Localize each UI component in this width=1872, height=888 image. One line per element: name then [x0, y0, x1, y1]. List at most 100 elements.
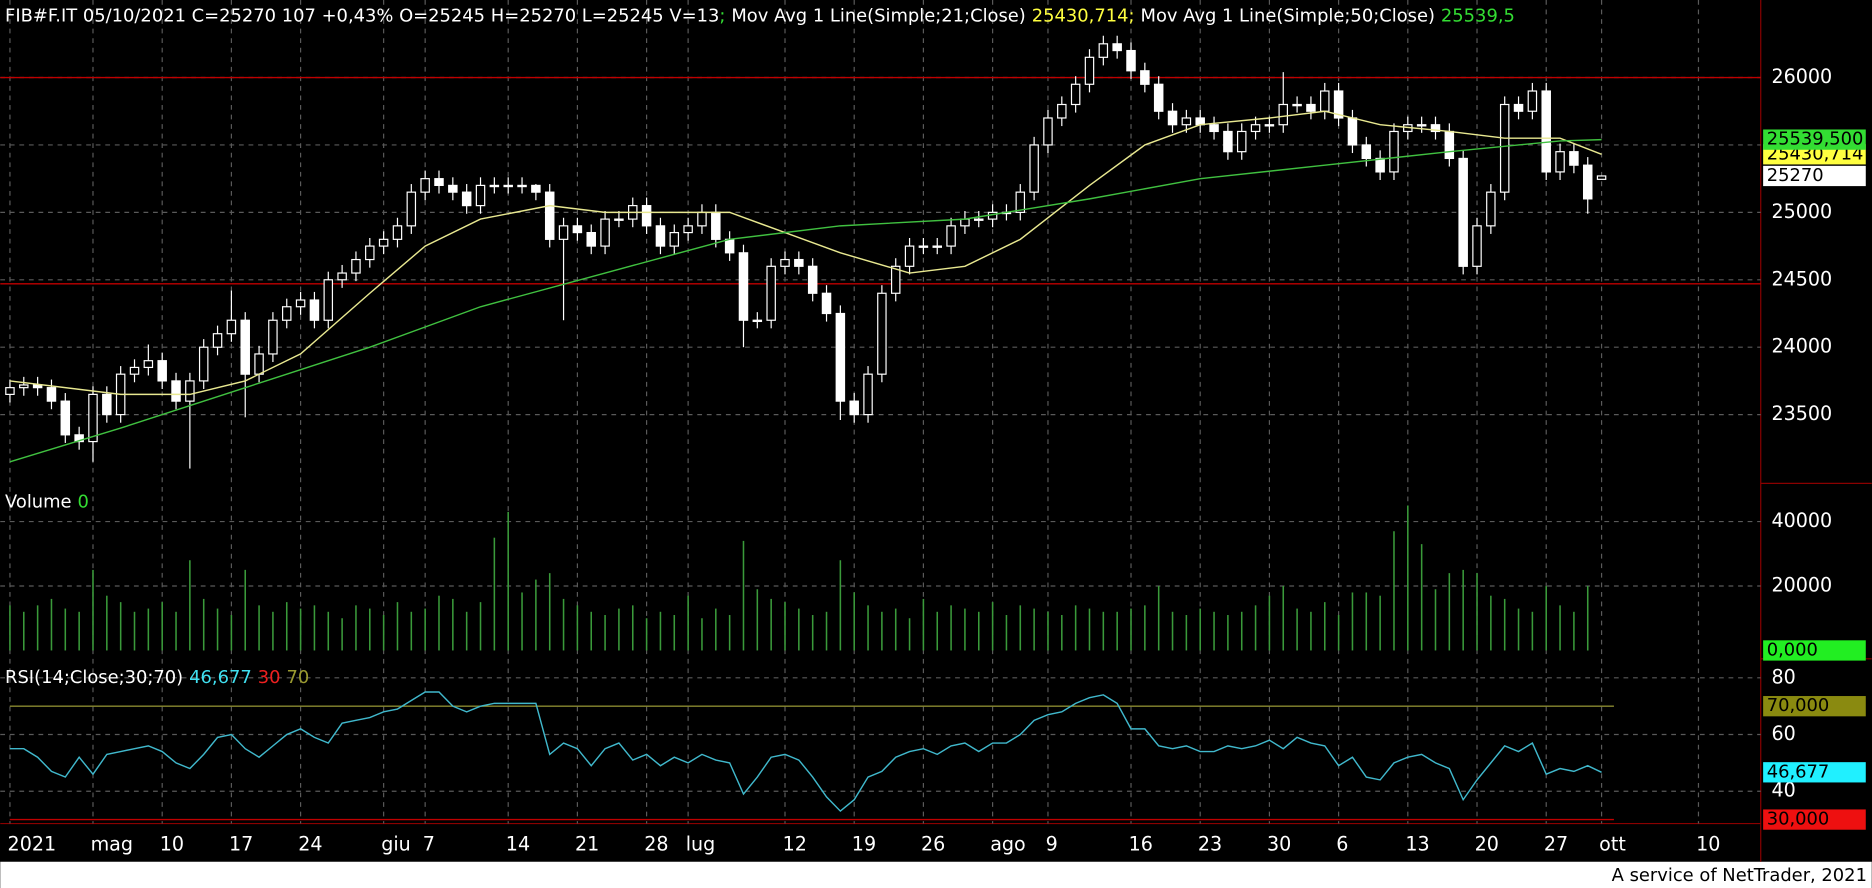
candle-body	[420, 178, 430, 193]
y-tick-label: 40	[1771, 779, 1795, 802]
candle-body	[1126, 49, 1136, 72]
x-tick-label: ott	[1599, 833, 1626, 856]
candle-body	[5, 387, 15, 395]
candle-body	[1057, 103, 1067, 119]
candle-body	[780, 258, 790, 267]
candle-body	[1306, 103, 1316, 112]
candle-body	[531, 184, 541, 193]
moving-average	[9, 110, 1602, 396]
x-tick-label: mag	[91, 833, 133, 856]
candle-body	[157, 360, 167, 382]
candle-body	[641, 205, 652, 227]
x-tick-label: 19	[852, 833, 876, 856]
candle-body	[1153, 83, 1164, 112]
candle-body	[1195, 117, 1205, 126]
candle-body	[1167, 110, 1178, 126]
candle-body	[171, 380, 181, 402]
legend-item: 0	[78, 491, 89, 512]
candle-body	[849, 400, 859, 416]
legend: FIB#F.IT 05/10/2021 C=25270 107 +0,43% O…	[5, 6, 1515, 27]
candle-body	[1499, 103, 1510, 193]
value-box	[1763, 640, 1866, 661]
candle-body	[19, 384, 29, 389]
candle-body	[406, 191, 417, 227]
legend: Volume 0	[5, 491, 89, 512]
candle-body	[282, 306, 292, 321]
candle-body	[946, 225, 956, 247]
candle-body	[711, 211, 721, 240]
candle-body	[254, 353, 264, 375]
legend: RSI(14;Close;30;70) 46,677 30 70	[5, 667, 309, 688]
x-tick-label: lug	[686, 833, 716, 856]
candle-body	[185, 380, 195, 402]
candle-body	[1043, 117, 1053, 146]
x-tick-label: 13	[1405, 833, 1429, 856]
x-tick-label: 14	[506, 833, 530, 856]
candle-body	[1361, 144, 1372, 160]
candle-body	[835, 312, 846, 402]
candle-body	[1596, 175, 1607, 180]
candle-body	[1513, 103, 1524, 112]
candle-body	[1015, 191, 1026, 213]
x-tick-label: 6	[1336, 833, 1348, 856]
candle-body	[295, 299, 306, 308]
y-tick-label: 24500	[1771, 267, 1832, 290]
x-tick-label: 26	[921, 833, 945, 856]
candle-body	[489, 184, 500, 188]
value-box	[1763, 696, 1866, 717]
candle-body	[794, 258, 804, 267]
candle-body	[268, 319, 278, 355]
candle-body	[974, 218, 984, 221]
candle-body	[309, 299, 320, 321]
x-tick-label: 28	[644, 833, 668, 856]
candle-body	[558, 225, 569, 240]
candle-body	[365, 245, 375, 261]
y-tick-label: 25000	[1771, 200, 1832, 223]
candle-body	[807, 265, 818, 294]
candle-body	[821, 292, 832, 315]
candle-body	[890, 265, 901, 294]
x-tick-label: 7	[423, 833, 435, 856]
candle-body	[88, 393, 98, 443]
candle-body	[904, 245, 915, 267]
candle-body	[74, 434, 84, 443]
y-tick-label: 24000	[1771, 335, 1832, 358]
candle-body	[1375, 157, 1385, 173]
candle-body	[1223, 130, 1233, 153]
candle-body	[1347, 117, 1358, 146]
legend-item: 46,677	[189, 667, 252, 688]
candle-body	[102, 393, 112, 416]
candle-body	[1140, 70, 1150, 85]
x-tick-label: 2021	[8, 833, 57, 856]
legend-item: Mov Avg 1 Line(Simple;21;Close)	[731, 6, 1025, 27]
candle-body	[766, 265, 776, 321]
value-box-label: 30,000	[1767, 809, 1830, 830]
value-box-label: 46,677	[1767, 761, 1830, 782]
candle-body	[572, 225, 583, 234]
x-tick-label: ago	[990, 833, 1025, 856]
candle-body	[1527, 90, 1538, 112]
value-box	[1763, 762, 1866, 783]
x-tick-label: 21	[575, 833, 599, 856]
candle-body	[448, 184, 458, 193]
candle-body	[614, 218, 624, 221]
legend-item: 70	[286, 667, 309, 688]
candle-body	[1070, 83, 1081, 106]
candle-body	[752, 319, 763, 323]
legend-item: 25539,5	[1441, 6, 1515, 27]
y-tick-label: 40000	[1771, 509, 1832, 532]
candle-body	[1555, 151, 1565, 173]
candle-body	[1486, 191, 1496, 227]
candle-body	[1472, 225, 1482, 267]
legend-item: 30	[258, 667, 281, 688]
candle-body	[503, 184, 513, 188]
footer: A service of NetTrader, 2021	[1612, 865, 1867, 886]
candle-body	[724, 238, 735, 254]
candle-body	[1569, 151, 1579, 166]
candle-body	[323, 279, 334, 321]
x-tick-label: 9	[1046, 833, 1058, 856]
value-box-label: 25270	[1767, 165, 1824, 186]
candle-body	[226, 319, 237, 335]
candle-body	[1430, 124, 1441, 133]
